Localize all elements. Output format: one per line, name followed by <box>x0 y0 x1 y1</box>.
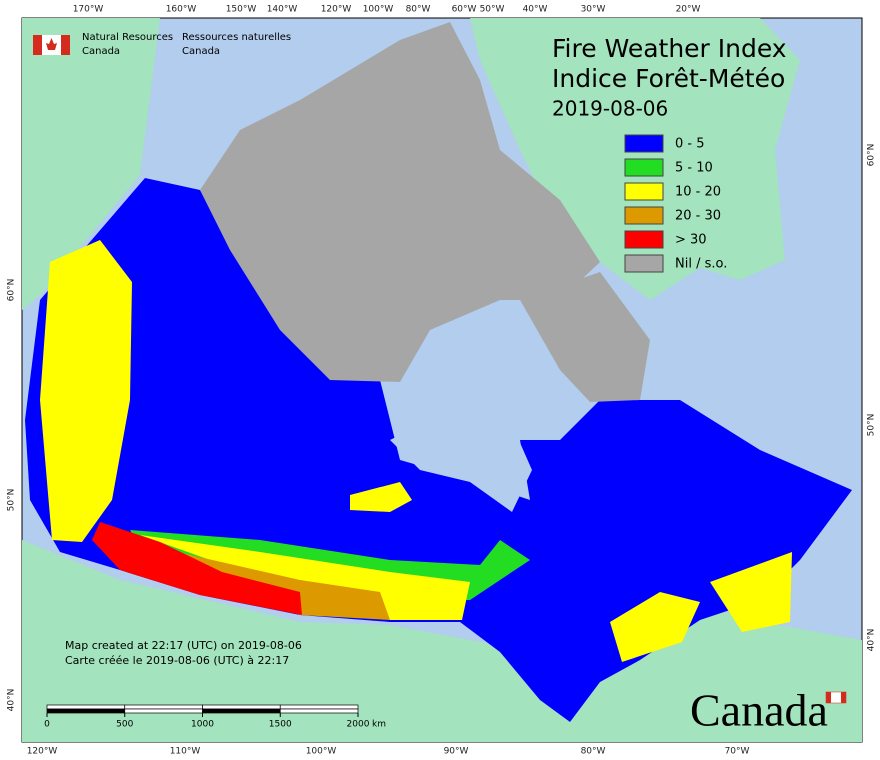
scale-segment <box>202 704 281 710</box>
legend-swatch <box>624 206 664 225</box>
longitude-label: 120°W <box>321 5 352 15</box>
legend-swatch <box>624 230 664 249</box>
united-states <box>22 540 862 742</box>
longitude-label: 80°W <box>581 747 606 757</box>
arctic-islands <box>200 22 600 382</box>
scale-label: 1000 <box>191 720 214 730</box>
scale-segment <box>124 708 203 714</box>
scale-label: 500 <box>116 720 133 730</box>
longitude-label: 140°W <box>267 5 298 15</box>
latitude-label: 40°N <box>7 689 17 712</box>
longitude-label: 120°W <box>27 747 58 757</box>
longitude-label: 60°W <box>452 5 477 15</box>
flag-leaf <box>46 38 57 50</box>
legend-label: > 30 <box>675 233 707 248</box>
hudson-bay <box>390 410 532 512</box>
flag-band <box>33 35 42 55</box>
latitude-label: 50°N <box>7 489 17 512</box>
agency-en: Natural Resources <box>82 32 173 43</box>
legend-label: Nil / s.o. <box>675 257 727 272</box>
fire-zone-yellow-south <box>140 535 470 620</box>
fire-zone-red <box>92 522 302 615</box>
longitude-label: 100°W <box>363 5 394 15</box>
scale-segment <box>279 704 359 710</box>
fire-zone-yellow-north <box>350 482 412 512</box>
latitude-label: 40°N <box>867 629 877 652</box>
longitude-label: 110°W <box>170 747 201 757</box>
scale-label: 0 <box>44 720 50 730</box>
longitude-label: 40°W <box>523 5 548 15</box>
legend-swatch <box>624 134 664 153</box>
longitude-label: 50°W <box>480 5 505 15</box>
alaska <box>22 18 160 310</box>
agency-fr: Ressources naturelles <box>182 32 291 43</box>
scale-segment <box>202 708 281 714</box>
longitude-label: 100°W <box>306 747 337 757</box>
scale-label: 1500 <box>269 720 292 730</box>
scale-segment <box>46 704 126 710</box>
wordmark-flag-band <box>826 692 831 703</box>
title: Fire Weather Index <box>552 34 787 63</box>
legend-swatch <box>624 182 664 201</box>
longitude-label: 160°W <box>166 5 197 15</box>
longitude-label: 80°W <box>406 5 431 15</box>
latitude-label: 60°N <box>7 279 17 302</box>
credit: Carte créée le 2019-08-06 (UTC) à 22:17 <box>65 654 289 667</box>
longitude-label: 170°W <box>73 5 104 15</box>
longitude-label: 20°W <box>676 5 701 15</box>
latitude-label: 50°N <box>867 414 877 437</box>
fire-zone-orange <box>160 548 390 620</box>
legend-label: 0 - 5 <box>675 137 705 152</box>
longitude-label: 90°W <box>444 747 469 757</box>
legend-label: 5 - 10 <box>675 161 713 176</box>
longitude-label: 70°W <box>725 747 750 757</box>
scale-segment <box>279 708 359 714</box>
legend-label: 20 - 30 <box>675 209 721 224</box>
title: Indice Forêt-Météo <box>552 64 785 93</box>
date: 2019-08-06 <box>552 97 668 121</box>
longitude-label: 150°W <box>226 5 257 15</box>
credit: Map created at 22:17 (UTC) on 2019-08-06 <box>65 639 302 652</box>
agency-fr: Canada <box>182 46 220 57</box>
scale-segment <box>124 704 203 710</box>
flag-band <box>61 35 70 55</box>
legend-swatch <box>624 254 664 273</box>
legend-label: 10 - 20 <box>675 185 721 200</box>
wordmark-flag-band <box>841 692 846 703</box>
scale-segment <box>46 708 126 714</box>
scale-unit: km <box>372 720 386 730</box>
fire-zone-yellow-east <box>610 592 700 662</box>
legend-swatch <box>624 158 664 177</box>
baffin-island <box>520 272 650 402</box>
wordmark: Canada <box>690 685 828 736</box>
longitude-label: 30°W <box>581 5 606 15</box>
agency-en: Canada <box>82 46 120 57</box>
latitude-label: 60°N <box>867 144 877 167</box>
scale-label: 2000 <box>347 720 370 730</box>
fire-zone-yellow-maritimes <box>710 552 792 632</box>
fire-zone-yellow-west <box>40 240 132 542</box>
